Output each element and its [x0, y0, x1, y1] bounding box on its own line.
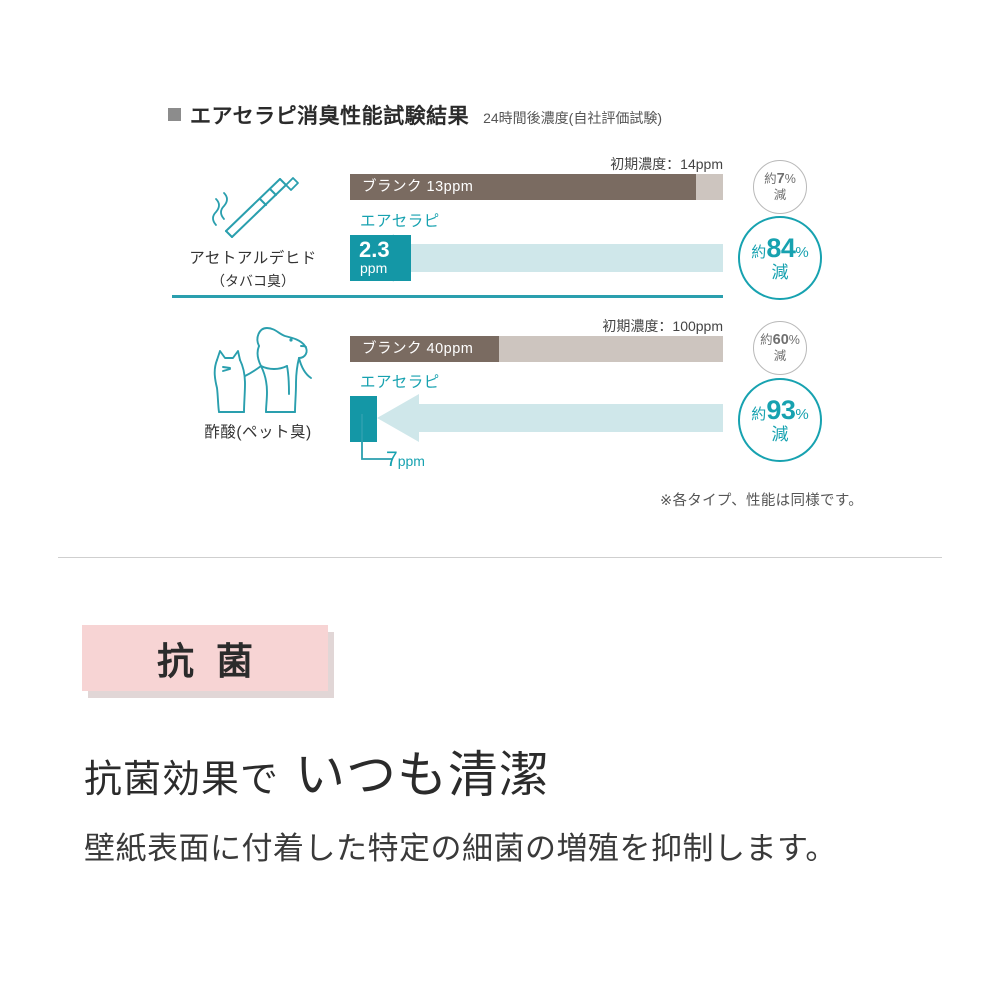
- status-badge: 抗菌: [82, 625, 328, 691]
- row-2-badge-small: 約60% 減: [753, 321, 807, 375]
- row-1-product-value: 2.3: [359, 237, 390, 262]
- row-2-blank-track: ブランク 40ppm: [350, 336, 723, 362]
- antibacterial-headline: 抗菌効果で いつも清潔: [84, 735, 550, 807]
- row-2-badge-large-prefix: 約: [751, 406, 767, 424]
- row-2-badge-small-value: 60: [772, 332, 789, 349]
- row-2-badge-large-value: 93: [766, 395, 796, 426]
- row-2-badge-small-suffix: 減: [773, 348, 787, 363]
- cat-dog-icon: [168, 320, 348, 420]
- row-1-badge-large-value: 84: [766, 233, 796, 264]
- row-1-badge-small-prefix: 約: [764, 172, 777, 187]
- row-1-badge-large-percent: %: [795, 244, 809, 262]
- row-1-reduction-arrow: [352, 234, 723, 282]
- row-2-value-leader-line: [360, 414, 400, 474]
- row-1-badge-large-prefix: 約: [751, 244, 767, 262]
- row-2-badge-large-percent: %: [795, 406, 809, 424]
- antibacterial-badge-label: 抗菌: [157, 641, 275, 682]
- row-1-badge-small: 約7% 減: [753, 160, 807, 214]
- row-2-blank-fill: [350, 336, 499, 362]
- row-1-label-sub: （タバコ臭）: [211, 273, 295, 289]
- row-2-badge-small-prefix: 約: [760, 333, 773, 348]
- row-1-blank-fill: [350, 174, 696, 200]
- row-2-badge-large-suffix: 減: [771, 424, 789, 444]
- row-1-product-bar: 2.3 ppm: [350, 235, 411, 281]
- row-1-initial-concentration: 初期濃度：14ppm: [610, 156, 723, 172]
- row-1-badge-large: 約84% 減: [738, 216, 822, 300]
- row-1-badge-small-percent: %: [784, 172, 796, 187]
- row-1-product-label: エアセラピ: [360, 213, 440, 230]
- section-title-deodorize: エアセラピ消臭性能試験結果 24時間後濃度(自社評価試験): [168, 100, 662, 130]
- row-1-badge-small-suffix: 減: [773, 187, 787, 202]
- row-1-blank-label: ブランク 13ppm: [362, 179, 474, 195]
- row-1-badge-small-value: 7: [776, 171, 785, 188]
- row-1-badge-large-suffix: 減: [771, 262, 789, 282]
- headline-large: いつも清潔: [295, 747, 551, 803]
- row-2-initial-concentration: 初期濃度：100ppm: [602, 318, 723, 334]
- row-2-badge-large: 約93% 減: [738, 378, 822, 462]
- antibacterial-badge-wrap: 抗菌: [82, 625, 334, 698]
- row-1-label-main: アセトアルデヒド: [189, 250, 317, 267]
- row-2-icon-label: 酢酸(ペット臭): [168, 320, 348, 445]
- row-1-product-unit: ppm: [360, 260, 388, 276]
- row-2-product-label: エアセラピ: [360, 374, 440, 391]
- row-2-reduction-arrow: [377, 394, 723, 442]
- cigarette-icon: [163, 168, 343, 246]
- row-2-label-main: 酢酸(ペット臭): [204, 424, 312, 441]
- section-separator: [58, 557, 942, 558]
- row-2-product-value-label: 7ppm: [386, 448, 425, 472]
- row-2-blank-label: ブランク 40ppm: [362, 341, 474, 357]
- row-2-product-bar: [350, 396, 377, 442]
- section-subtitle-text: 24時間後濃度(自社評価試験): [483, 110, 662, 126]
- row-2-product-value: 7: [386, 448, 398, 471]
- section-title-text: エアセラピ消臭性能試験結果: [190, 105, 470, 128]
- headline-small: 抗菌効果で: [84, 759, 280, 801]
- antibacterial-body-text: 壁紙表面に付着した特定の細菌の増殖を抑制します。: [84, 831, 837, 866]
- row-2-badge-small-percent: %: [788, 333, 800, 348]
- deodorize-chart: アセトアルデヒド （タバコ臭） 初期濃度：14ppm ブランク 13ppm エア…: [163, 156, 863, 509]
- row-2-product-unit: ppm: [397, 453, 425, 469]
- chart-footnote: ※各タイプ、性能は同様です。: [660, 493, 863, 509]
- chart-row-divider: [172, 295, 723, 298]
- row-1-icon-label: アセトアルデヒド （タバコ臭）: [163, 168, 343, 291]
- row-1-blank-track: ブランク 13ppm: [350, 174, 723, 200]
- square-bullet-icon: [168, 108, 181, 121]
